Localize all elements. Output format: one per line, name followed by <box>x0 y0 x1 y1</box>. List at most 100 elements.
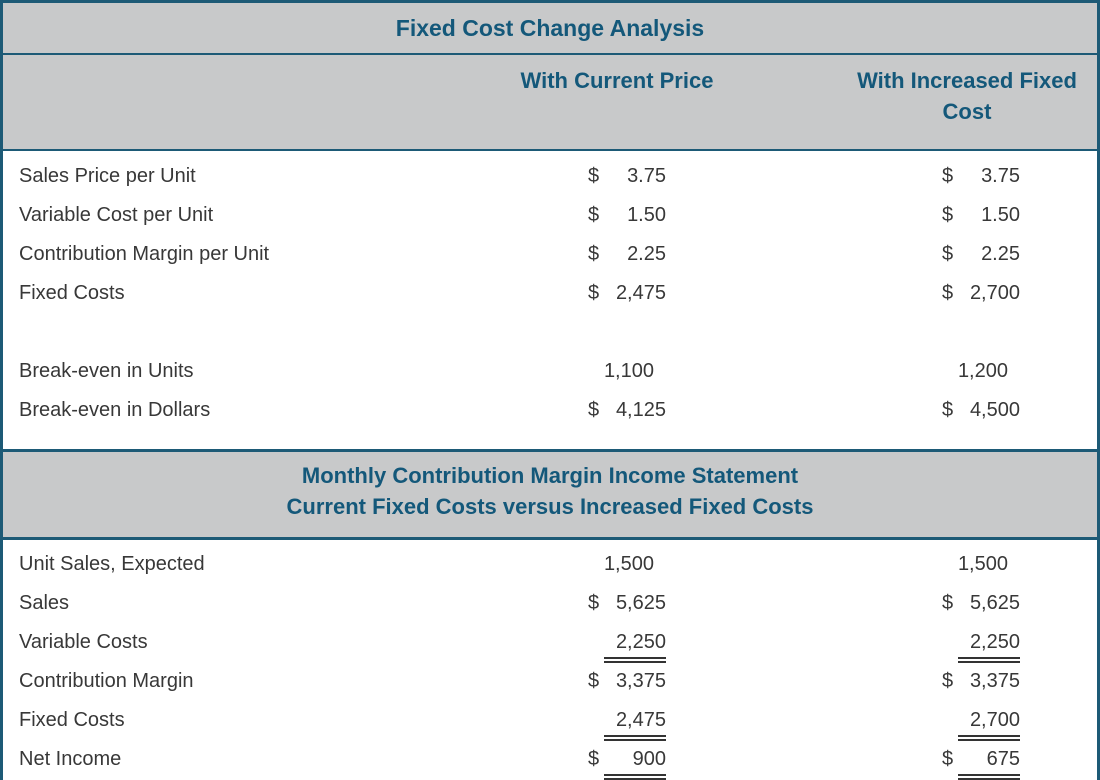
value-cell-increased: $4,500 <box>942 392 1020 425</box>
table-row: Sales Price per Unit $3.75 $3.75 <box>3 158 1097 197</box>
value-text: 4,500 <box>969 399 1020 421</box>
table-row: Fixed Costs 2,475 2,700 <box>3 702 1097 741</box>
value-cell-current: 1,100 <box>588 353 666 386</box>
value-cell-current: $1.50 <box>588 197 666 230</box>
dollar-sign: $ <box>942 282 954 304</box>
table-row: Break-even in Dollars $4,125 $4,500 <box>3 392 1097 431</box>
table-row: Net Income $900 $675 <box>3 741 1097 780</box>
value-cell-increased: 2,250 <box>942 624 1020 663</box>
value-cell-increased: $3.75 <box>942 158 1020 191</box>
dollar-sign: $ <box>588 165 600 187</box>
statement-section: Unit Sales, Expected 1,500 1,500 Sales $… <box>3 540 1097 780</box>
table-row: Variable Costs 2,250 2,250 <box>3 624 1097 663</box>
row-label: Sales Price per Unit <box>19 165 196 187</box>
table-row: Contribution Margin $3,375 $3,375 <box>3 663 1097 702</box>
row-label: Contribution Margin <box>19 670 194 692</box>
value-text: 3.75 <box>627 165 666 187</box>
dollar-sign: $ <box>588 592 600 614</box>
value-text: 900 <box>604 748 666 780</box>
value-text: 4,125 <box>615 399 666 421</box>
table-row: Sales $5,625 $5,625 <box>3 585 1097 624</box>
row-label: Variable Cost per Unit <box>19 204 214 226</box>
row-label: Break-even in Units <box>19 360 194 382</box>
row-label: Fixed Costs <box>19 282 125 304</box>
table-row: Unit Sales, Expected 1,500 1,500 <box>3 546 1097 585</box>
row-label: Unit Sales, Expected <box>19 553 205 575</box>
value-cell-current: 1,500 <box>588 546 666 579</box>
column-header-spacer <box>3 65 437 149</box>
dollar-sign: $ <box>942 399 954 421</box>
row-label: Variable Costs <box>19 631 148 653</box>
column-header-current: With Current Price <box>520 68 714 93</box>
value-text: 1,500 <box>957 553 1008 575</box>
value-cell-current: $3.75 <box>588 158 666 191</box>
row-label: Net Income <box>19 748 122 770</box>
value-cell-increased: 1,200 <box>942 353 1020 386</box>
value-cell-current: $3,375 <box>588 663 666 696</box>
statement-header-line1: Monthly Contribution Margin Income State… <box>301 463 799 488</box>
table-row: Variable Cost per Unit $1.50 $1.50 <box>3 197 1097 236</box>
value-text: 3,375 <box>615 670 666 692</box>
value-cell-current: $5,625 <box>588 585 666 618</box>
table-row: Fixed Costs $2,475 $2,700 <box>3 275 1097 314</box>
value-text: 1.50 <box>627 204 666 226</box>
row-label: Sales <box>19 592 70 614</box>
value-cell-current: $2.25 <box>588 236 666 269</box>
value-text: 675 <box>958 748 1020 780</box>
table-row: Contribution Margin per Unit $2.25 $2.25 <box>3 236 1097 275</box>
page-title: Fixed Cost Change Analysis <box>395 14 705 41</box>
value-text: 3.75 <box>981 165 1020 187</box>
dollar-sign: $ <box>942 165 954 187</box>
value-text: 5,625 <box>615 592 666 614</box>
dollar-sign: $ <box>942 243 954 265</box>
value-text: 1.50 <box>981 204 1020 226</box>
value-cell-current: 2,475 <box>588 702 666 741</box>
value-text: 2,475 <box>615 282 666 304</box>
column-header-increased: With Increased Fixed Cost <box>857 68 1077 124</box>
value-cell-current: 2,250 <box>588 624 666 663</box>
column-header-row: With Current Price With Increased Fixed … <box>3 55 1097 151</box>
value-text: 2,700 <box>969 282 1020 304</box>
value-cell-increased: $5,625 <box>942 585 1020 618</box>
value-text: 5,625 <box>969 592 1020 614</box>
value-text: 2,250 <box>958 631 1020 663</box>
dollar-sign: $ <box>588 282 600 304</box>
dollar-sign: $ <box>588 243 600 265</box>
dollar-sign: $ <box>942 670 954 692</box>
value-cell-increased: $3,375 <box>942 663 1020 696</box>
analysis-section: Sales Price per Unit $3.75 $3.75 Variabl… <box>3 151 1097 449</box>
value-cell-increased: $2,700 <box>942 275 1020 308</box>
value-text: 3,375 <box>969 670 1020 692</box>
value-text: 1,200 <box>957 360 1008 382</box>
row-label: Fixed Costs <box>19 709 125 731</box>
value-text: 2,700 <box>958 709 1020 741</box>
statement-header-line2: Current Fixed Costs versus Increased Fix… <box>286 494 814 519</box>
value-cell-current: $2,475 <box>588 275 666 308</box>
value-cell-increased: $2.25 <box>942 236 1020 269</box>
value-cell-increased: $1.50 <box>942 197 1020 230</box>
row-label: Contribution Margin per Unit <box>19 243 270 265</box>
dollar-sign: $ <box>942 204 954 226</box>
statement-header: Monthly Contribution Margin Income State… <box>3 449 1097 540</box>
dollar-sign: $ <box>588 748 600 770</box>
value-cell-increased: 1,500 <box>942 546 1020 579</box>
row-label: Break-even in Dollars <box>19 399 211 421</box>
blank-row <box>3 314 1097 353</box>
value-cell-current: $900 <box>588 741 666 780</box>
value-text: 2,475 <box>604 709 666 741</box>
dollar-sign: $ <box>942 748 954 770</box>
value-text: 2.25 <box>627 243 666 265</box>
title-bar: Fixed Cost Change Analysis <box>3 3 1097 55</box>
value-text: 2,250 <box>604 631 666 663</box>
dollar-sign: $ <box>588 670 600 692</box>
value-cell-increased: $675 <box>942 741 1020 780</box>
dollar-sign: $ <box>588 204 600 226</box>
dollar-sign: $ <box>588 399 600 421</box>
dollar-sign: $ <box>942 592 954 614</box>
value-text: 2.25 <box>981 243 1020 265</box>
value-text: 1,500 <box>603 553 654 575</box>
value-cell-increased: 2,700 <box>942 702 1020 741</box>
value-cell-current: $4,125 <box>588 392 666 425</box>
table-row: Break-even in Units 1,100 1,200 <box>3 353 1097 392</box>
